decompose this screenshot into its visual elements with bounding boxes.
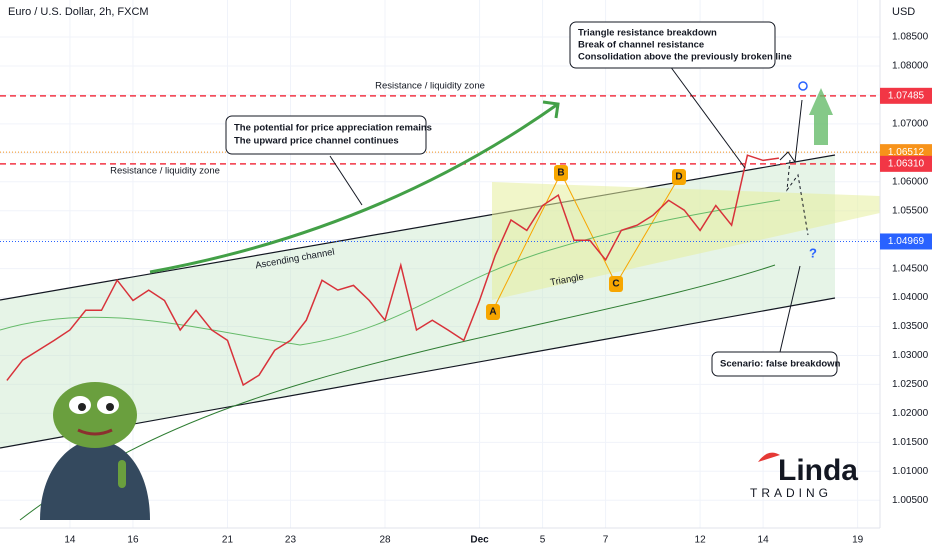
point-label: D [675, 172, 682, 183]
y-tick-label: 1.01500 [892, 437, 929, 448]
point-badge [554, 165, 568, 181]
x-tick-label: 14 [64, 535, 76, 546]
chart-title: Euro / U.S. Dollar, 2h, FXCM [8, 6, 149, 18]
axes: 1.00500 1.01000 1.01500 1.02000 1.02500 1.030… [64, 32, 932, 546]
y-tick-label: 1.03500 [892, 321, 929, 332]
callout-line: The upward price channel continues [234, 136, 399, 147]
point-label: A [489, 307, 496, 318]
channel-upper [0, 154, 836, 301]
projection [779, 99, 803, 164]
scenario-mark: ? [809, 245, 817, 260]
pattern-points: A B C D [486, 165, 686, 320]
channel-lower [0, 297, 836, 449]
callout-pointer [779, 265, 801, 353]
callout-pointer [669, 65, 746, 169]
point-badge [672, 169, 686, 185]
y-tick-label: 1.02500 [892, 379, 929, 390]
x-tick-label: 21 [222, 535, 234, 546]
callout-line: Break of channel resistance [578, 40, 704, 51]
callout: Scenario: false breakdown [711, 351, 841, 377]
x-tick-label: 7 [603, 535, 609, 546]
x-tick-label: 28 [379, 535, 391, 546]
y-tick-label: 1.06000 [892, 176, 929, 187]
x-tick-label: 16 [127, 535, 139, 546]
x-tick-label: 19 [852, 535, 864, 546]
price-tag [880, 233, 932, 250]
point-badge [609, 276, 623, 292]
price-tag [880, 155, 932, 172]
y-tick-label: 1.03000 [892, 350, 929, 361]
x-tick-label: 5 [540, 535, 546, 546]
callout-pointer [329, 155, 363, 206]
point-badge [486, 304, 500, 320]
point-label: B [557, 168, 564, 179]
triangle-fill [492, 182, 880, 300]
price-tag [880, 87, 932, 104]
price-tag-label: 1.04969 [888, 236, 925, 247]
point-label: C [612, 279, 619, 290]
y-tick-label: 1.00500 [892, 495, 929, 506]
up-arrow [809, 88, 833, 145]
price-tag-label: 1.07485 [888, 90, 925, 101]
y-tick-label: 1.08500 [892, 32, 929, 43]
callout: The potential for price appreciation rem… [225, 115, 432, 155]
logo: Linda TRADING [750, 452, 858, 500]
x-tick-label: 12 [695, 535, 707, 546]
pattern-line [491, 171, 680, 313]
x-tick-label: Dec [470, 535, 489, 546]
price-levels [0, 95, 880, 242]
price-tag-label: 1.06310 [888, 158, 925, 169]
y-tick-label: 1.04500 [892, 263, 929, 274]
x-tick-label: 14 [758, 535, 770, 546]
y-tick-label: 1.08000 [892, 61, 929, 72]
trend-arrow [149, 102, 559, 274]
projection [786, 159, 809, 236]
y-tick-label: 1.01000 [892, 466, 929, 477]
callout-line: Triangle resistance breakdown [578, 28, 717, 39]
callout-line: Scenario: false breakdown [720, 359, 841, 370]
y-tick-label: 1.02000 [892, 408, 929, 419]
price-tag-label: 1.06512 [888, 147, 925, 158]
y-axis-label: USD [892, 6, 915, 18]
series [6, 154, 780, 387]
arrow-head [542, 100, 560, 119]
logo-sub: TRADING [750, 486, 832, 500]
y-tick-label: 1.07000 [892, 119, 929, 130]
annotation: Resistance / liquidity zone [110, 166, 220, 177]
callout: Triangle resistance breakdown Break of c… [569, 21, 792, 69]
mascot [40, 382, 150, 520]
moving-average [19, 264, 776, 521]
callout-line: Consolidation above the previously broke… [578, 52, 792, 63]
callout-line: The potential for price appreciation rem… [234, 123, 432, 134]
price-line [6, 154, 780, 387]
target-marker [798, 81, 808, 91]
y-tick-label: 1.04000 [892, 292, 929, 303]
logo-name: Linda [778, 454, 858, 487]
y-tick-label: 1.05500 [892, 205, 929, 216]
annotation: Resistance / liquidity zone [375, 81, 485, 92]
x-tick-label: 23 [285, 535, 297, 546]
